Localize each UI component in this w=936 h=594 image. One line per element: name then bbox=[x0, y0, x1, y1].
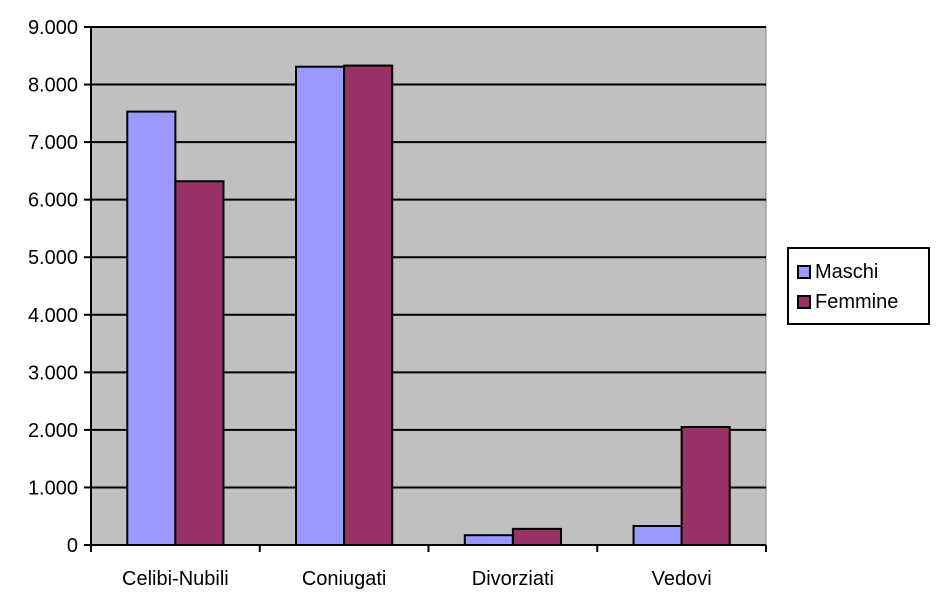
y-tick-label: 2.000 bbox=[28, 420, 78, 442]
y-tick-label: 4.000 bbox=[28, 305, 78, 327]
bar-femmine-vedovi bbox=[680, 426, 731, 546]
legend-label-series-2: Femmine bbox=[815, 291, 899, 313]
y-tick-label: 6.000 bbox=[28, 190, 78, 212]
y-tick-label: 9.000 bbox=[28, 17, 78, 39]
bar-femmine-celibi-nubili bbox=[174, 180, 225, 546]
bar-femmine-coniugati bbox=[343, 64, 394, 546]
legend-swatch-series-1 bbox=[797, 265, 811, 279]
legend-label-series-1: Maschi bbox=[815, 261, 879, 283]
x-tick-label: Celibi-Nubili bbox=[122, 568, 229, 589]
bar-maschi-vedovi bbox=[632, 525, 683, 546]
bars bbox=[126, 64, 731, 547]
bar-maschi-coniugati bbox=[295, 65, 346, 546]
x-tick-label: Coniugati bbox=[302, 568, 387, 589]
y-tick-label: 1.000 bbox=[28, 477, 78, 499]
legend-swatch-series-2 bbox=[797, 295, 811, 309]
legend-item-series-1: Maschi bbox=[797, 259, 878, 285]
y-tick-label: 0 bbox=[67, 535, 78, 557]
legend-item-series-2: Femmine bbox=[797, 289, 898, 315]
bar-maschi-divorziati bbox=[463, 534, 514, 547]
x-tick-label: Divorziati bbox=[472, 568, 554, 589]
y-axis: 0 1.000 2.000 3.000 4.000 5.000 6.000 7.000 8.00… bbox=[28, 17, 92, 557]
legend: Maschi Femmine bbox=[787, 247, 930, 325]
bar-femmine-divorziati bbox=[511, 527, 562, 547]
bar-maschi-celibi-nubili bbox=[126, 110, 177, 547]
y-tick-label: 3.000 bbox=[28, 362, 78, 384]
x-axis: Celibi-Nubili Coniugati Divorziati Vedovi bbox=[84, 544, 767, 590]
x-tick-label: Vedovi bbox=[652, 568, 712, 589]
y-tick-label: 7.000 bbox=[28, 132, 78, 154]
y-tick-label: 5.000 bbox=[28, 247, 78, 269]
y-tick-label: 8.000 bbox=[28, 75, 78, 97]
